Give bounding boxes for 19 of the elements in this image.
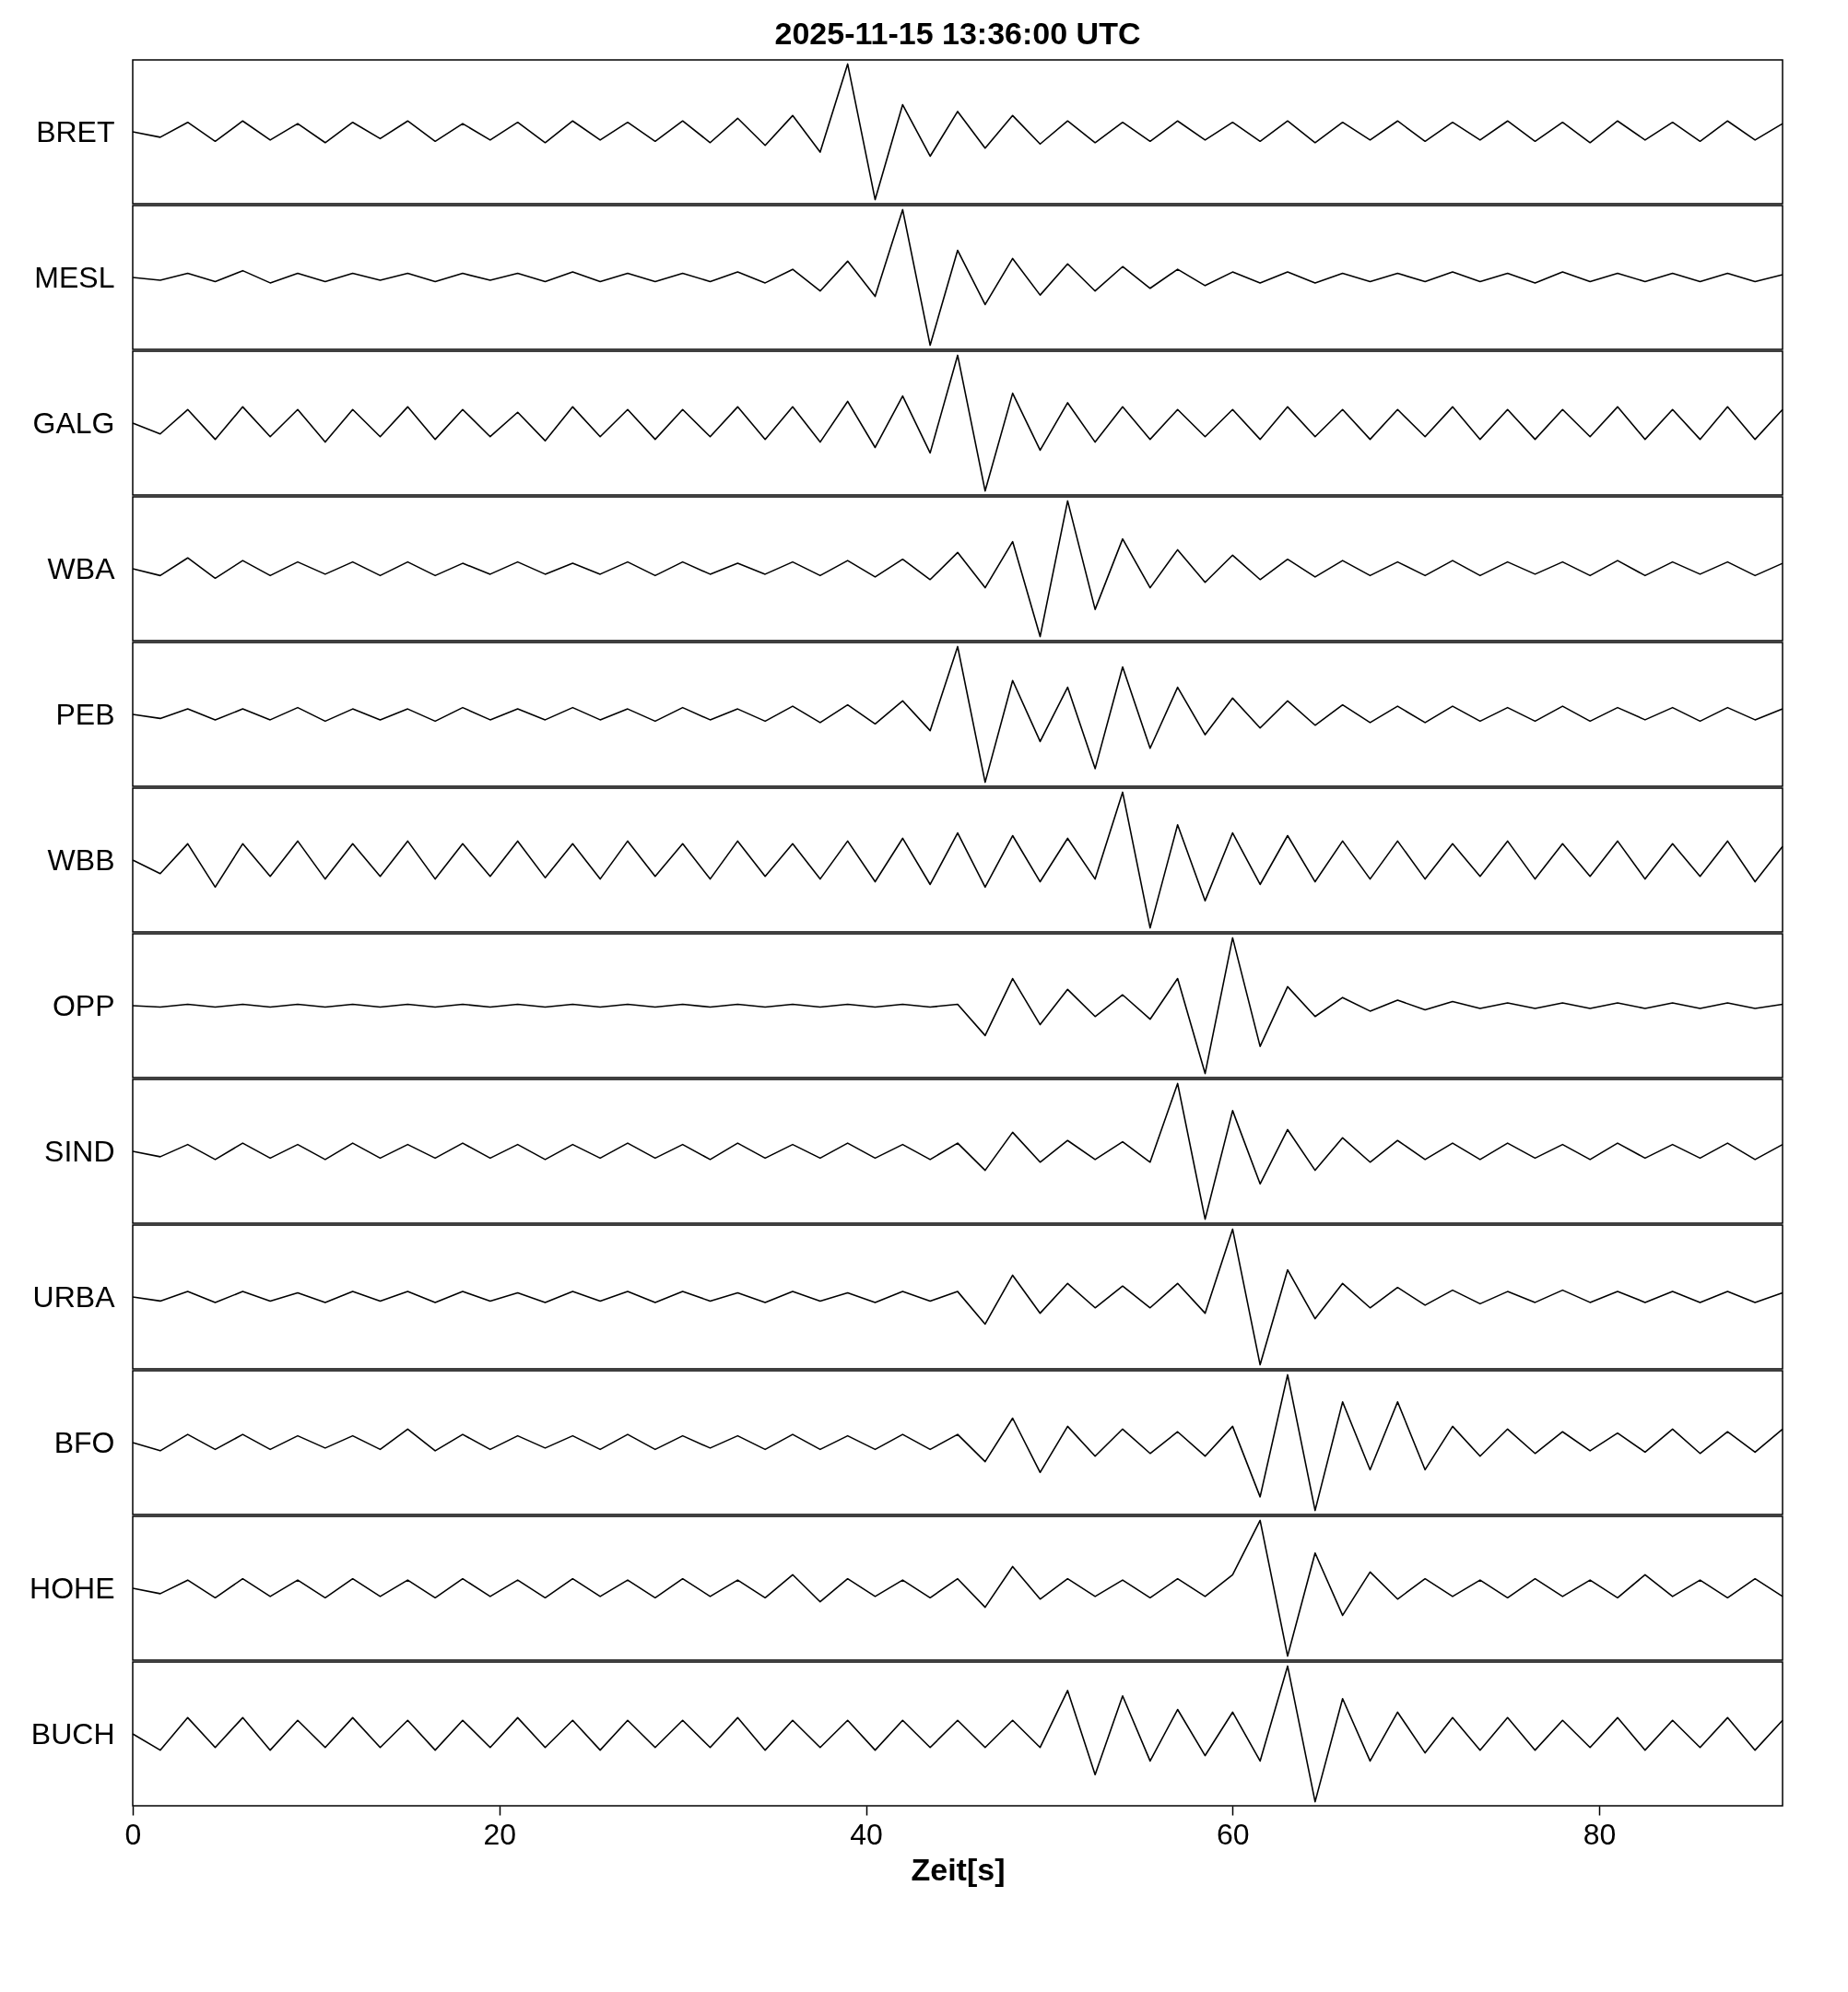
y-axis-title: SIND xyxy=(44,1134,115,1168)
y-axis-title: MESL xyxy=(34,260,115,294)
y-axis-title: PEB xyxy=(55,697,115,731)
y-axis-title: WBB xyxy=(47,843,115,877)
y-axis-title: GALG xyxy=(32,406,115,440)
chart-title: 2025-11-15 13:36:00 UTC xyxy=(774,16,1141,51)
y-axis-title: BUCH xyxy=(30,1716,115,1750)
y-axis-title: OPP xyxy=(52,988,115,1022)
x-tick-label: 40 xyxy=(850,1817,883,1851)
x-axis-title: Zeit[s] xyxy=(911,1851,1006,1887)
y-axis-title: URBA xyxy=(32,1279,116,1314)
y-axis-title: WBA xyxy=(47,551,116,585)
x-tick-label: 80 xyxy=(1583,1817,1617,1851)
x-tick-label: 20 xyxy=(483,1817,517,1851)
y-axis-title: BRET xyxy=(36,114,115,148)
x-tick-label: 0 xyxy=(124,1817,142,1851)
x-tick-label: 60 xyxy=(1217,1817,1250,1851)
y-axis-title: BFO xyxy=(53,1425,115,1459)
y-axis-title: HOHE xyxy=(29,1571,115,1605)
